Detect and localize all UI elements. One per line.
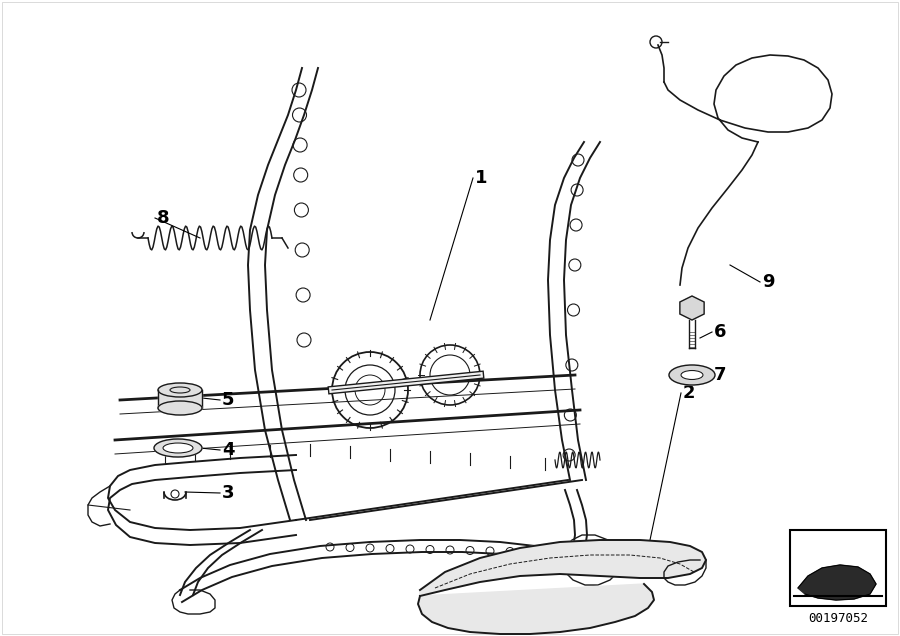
Polygon shape [418,540,706,634]
Bar [158,390,202,408]
Polygon shape [798,565,876,600]
Ellipse shape [158,401,202,415]
Polygon shape [680,296,704,320]
Text: 1: 1 [475,169,488,187]
Text: 8: 8 [157,209,169,227]
Ellipse shape [163,443,193,453]
Ellipse shape [681,371,703,380]
Text: 9: 9 [762,273,775,291]
Ellipse shape [154,439,202,457]
Ellipse shape [158,383,202,397]
Text: 5: 5 [222,391,235,409]
Text: 6: 6 [714,323,726,341]
Text: 00197052: 00197052 [808,611,868,625]
Text: 4: 4 [222,441,235,459]
Text: 2: 2 [683,384,696,402]
Text: 3: 3 [222,484,235,502]
Text: 7: 7 [714,366,726,384]
Bar [790,530,886,606]
Ellipse shape [669,365,715,385]
